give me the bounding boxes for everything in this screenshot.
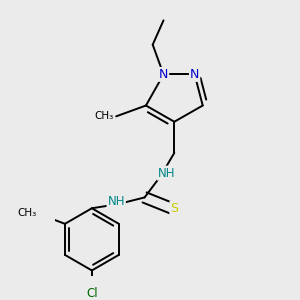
- Text: CH₃: CH₃: [17, 208, 37, 218]
- Text: Cl: Cl: [86, 287, 98, 300]
- Text: N: N: [190, 68, 199, 81]
- Text: S: S: [170, 202, 178, 215]
- Text: NH: NH: [158, 167, 175, 180]
- Text: CH₃: CH₃: [94, 111, 113, 121]
- Text: N: N: [159, 68, 168, 81]
- Text: NH: NH: [107, 195, 125, 208]
